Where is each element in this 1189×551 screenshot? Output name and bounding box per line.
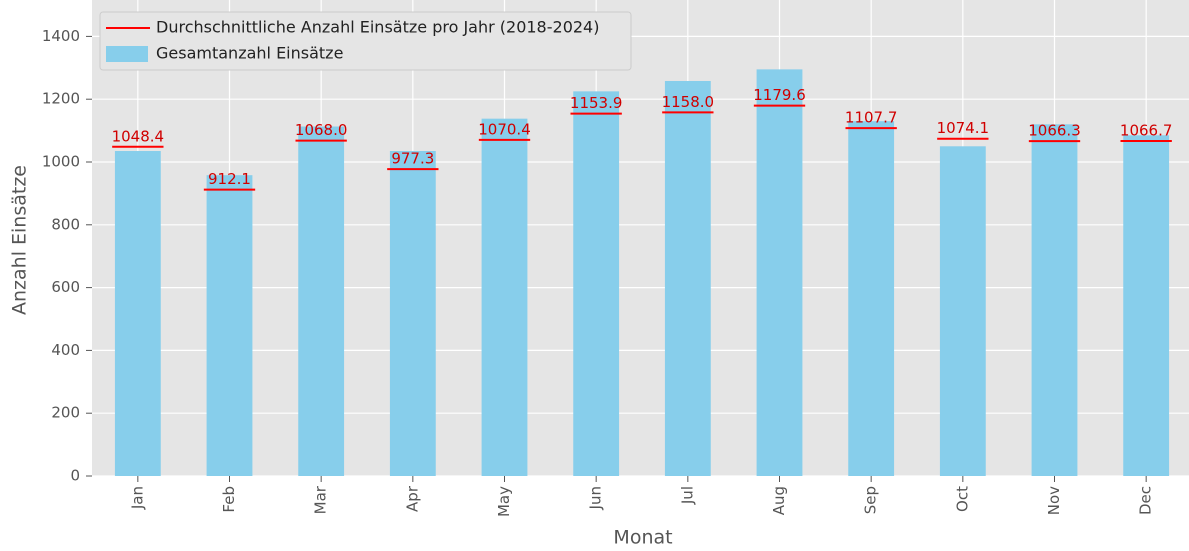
bar <box>1123 135 1170 476</box>
legend-swatch <box>106 46 148 62</box>
y-tick-label: 1200 <box>42 90 80 108</box>
bar <box>206 175 253 477</box>
x-tick-label: Jun <box>587 486 605 510</box>
value-label: 1107.7 <box>845 109 898 127</box>
value-label: 1066.3 <box>1028 122 1081 140</box>
bar <box>389 151 436 476</box>
legend-box <box>99 11 632 71</box>
y-tick-label: 0 <box>70 467 80 485</box>
marks: 1048.4 912.1 1068.0 977.3 1070.4 1153.9 1158.0… <box>112 69 1173 477</box>
x-tick-label: Oct <box>953 486 971 512</box>
x-tick-label: Dec <box>1137 486 1155 515</box>
y-axis-label: Anzahl Einsätze <box>9 165 31 315</box>
value-label: 1074.1 <box>937 119 990 137</box>
x-tick-label: Sep <box>862 486 880 514</box>
value-label: 1068.0 <box>295 121 348 139</box>
x-tick-label: Jul <box>678 486 696 505</box>
bar <box>481 118 528 476</box>
value-label: 977.3 <box>391 150 434 168</box>
bar <box>756 69 803 477</box>
value-label: 912.1 <box>208 170 251 188</box>
x-tick-label: Nov <box>1045 486 1063 515</box>
bar <box>848 121 895 477</box>
y-tick-label: 400 <box>51 341 80 359</box>
bar <box>939 146 986 477</box>
bar <box>573 91 620 476</box>
bar <box>1031 124 1078 476</box>
y-tick-label: 600 <box>51 278 80 296</box>
legend-label: Durchschnittliche Anzahl Einsätze pro Ja… <box>156 18 599 37</box>
x-tick-label: Aug <box>770 486 788 515</box>
bar <box>664 80 711 476</box>
legend: Durchschnittliche Anzahl Einsätze pro Ja… <box>99 11 632 71</box>
value-label: 1070.4 <box>478 120 531 138</box>
bar <box>114 151 161 476</box>
x-tick-label: May <box>495 486 513 517</box>
x-axis-label: Monat <box>613 527 672 549</box>
x-tick-label: Apr <box>403 485 421 512</box>
value-label: 1066.7 <box>1120 122 1173 140</box>
y-tick-label: 800 <box>51 215 80 233</box>
y-tick-label: 1000 <box>42 153 80 171</box>
value-label: 1153.9 <box>570 94 623 112</box>
x-tick-label: Feb <box>220 486 238 513</box>
y-tick-label: 1400 <box>42 27 80 45</box>
y-tick-label: 200 <box>51 404 80 422</box>
x-tick-label: Mar <box>312 485 330 514</box>
value-label: 1179.6 <box>753 86 806 104</box>
value-label: 1048.4 <box>112 127 165 145</box>
plot-area <box>92 0 1189 476</box>
value-label: 1158.0 <box>662 93 715 111</box>
bar <box>298 126 345 476</box>
legend-label: Gesamtanzahl Einsätze <box>156 44 343 63</box>
x-tick-label: Jan <box>128 486 146 510</box>
